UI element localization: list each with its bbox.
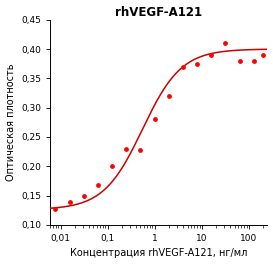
Point xyxy=(167,94,171,98)
Point xyxy=(152,117,157,121)
Point xyxy=(110,164,114,168)
X-axis label: Концентрация rhVEGF-A121, нг/мл: Концентрация rhVEGF-A121, нг/мл xyxy=(70,248,248,258)
Point xyxy=(53,207,58,211)
Point xyxy=(252,59,256,63)
Point xyxy=(261,53,265,57)
Point xyxy=(195,62,199,66)
Point xyxy=(223,41,228,45)
Point xyxy=(209,53,213,57)
Point xyxy=(67,200,72,204)
Title: rhVEGF-A121: rhVEGF-A121 xyxy=(115,6,202,18)
Point xyxy=(96,183,100,187)
Y-axis label: Оптическая плотность: Оптическая плотность xyxy=(5,64,16,181)
Point xyxy=(124,147,129,151)
Point xyxy=(138,148,143,152)
Point xyxy=(238,59,242,63)
Point xyxy=(181,64,185,69)
Point xyxy=(82,194,86,198)
